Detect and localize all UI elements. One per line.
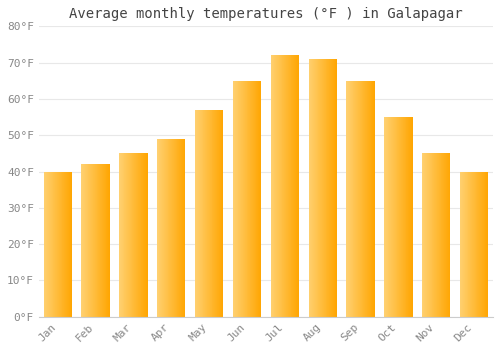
Title: Average monthly temperatures (°F ) in Galapagar: Average monthly temperatures (°F ) in Ga… xyxy=(69,7,462,21)
